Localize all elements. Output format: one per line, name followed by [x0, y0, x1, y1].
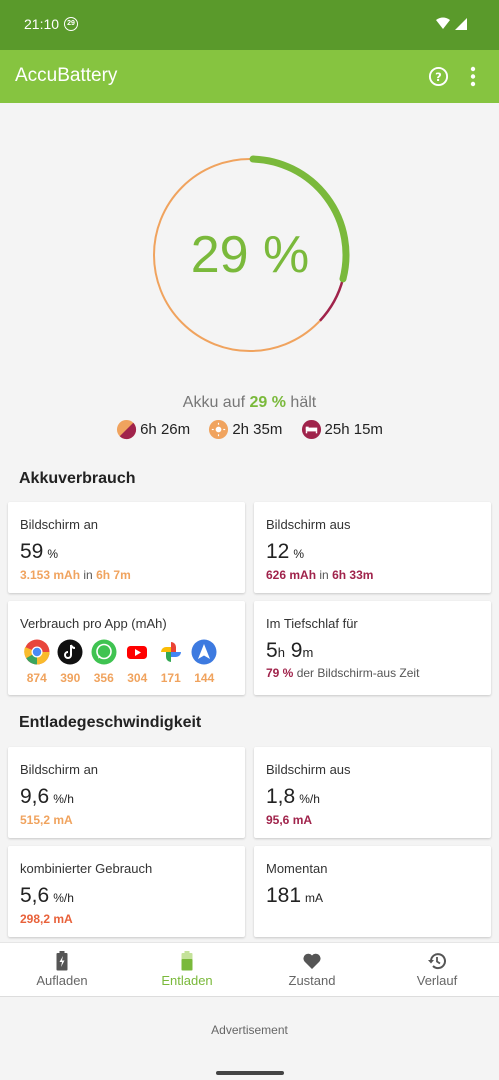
- discharge-section-title: Entladegeschwindigkeit: [19, 714, 202, 731]
- tab-verlauf[interactable]: Verlauf: [375, 943, 499, 997]
- youtube-icon: [127, 646, 148, 659]
- system-icons: [435, 17, 471, 36]
- home-indicator[interactable]: [216, 1071, 284, 1075]
- photos-icon: [160, 642, 181, 662]
- app-bar: AccuBattery ?: [0, 50, 499, 103]
- status-bar: 21:10 29: [0, 0, 499, 50]
- help-circle-icon[interactable]: ?: [428, 66, 449, 92]
- tab-aufladen[interactable]: Aufladen: [0, 943, 124, 997]
- app-usage-item[interactable]: 874: [20, 639, 54, 685]
- charging-icon: [56, 951, 68, 971]
- app-usage-list: 874 390 356 304: [20, 639, 221, 685]
- discharge-combined-card[interactable]: kombinierter Gebrauch 5,6 %/h 298,2 mA: [8, 846, 245, 937]
- sleep-icon: [301, 419, 321, 440]
- ad-label: Advertisement: [211, 1023, 288, 1037]
- history-icon: [428, 953, 446, 970]
- discharge-screen-on-card[interactable]: Bildschirm an 9,6 %/h 515,2 mA: [8, 747, 245, 838]
- battery-hold-text: Akku auf 29 % hält: [182, 394, 317, 411]
- usage-screen-on-card[interactable]: Bildschirm an 59% 3.153 mAh in 6h 7m: [8, 502, 245, 593]
- app-usage-item[interactable]: 304: [121, 639, 155, 685]
- usage-screen-off-card[interactable]: Bildschirm aus 12% 626 mAh in 6h 33m: [254, 502, 491, 593]
- usage-section-title: Akkuverbrauch: [19, 470, 136, 487]
- bottom-navigation: Aufladen Entladen Zustand Verlauf: [0, 942, 499, 996]
- screen-on-icon: [209, 419, 229, 440]
- svg-text:?: ?: [435, 70, 442, 84]
- tab-zustand[interactable]: Zustand: [250, 943, 374, 997]
- ad-banner[interactable]: Advertisement: [0, 996, 499, 1062]
- discharging-icon: [181, 951, 193, 971]
- app-usage-item[interactable]: 390: [54, 639, 88, 685]
- tiktok-icon: [57, 639, 83, 665]
- more-vert-icon[interactable]: [470, 66, 476, 92]
- tab-entladen[interactable]: Entladen: [125, 943, 249, 997]
- deep-sleep-card[interactable]: Im Tiefschlaf für 5h 9m 79 % der Bildsch…: [254, 601, 491, 695]
- app-usage-item[interactable]: 171: [154, 639, 188, 685]
- gauge-level-arc: [249, 155, 350, 283]
- battery-percent: 29 %: [190, 226, 310, 284]
- gauge-deep-arc: [319, 278, 345, 322]
- gauge-ring: [153, 155, 350, 352]
- notification-badge: 29: [64, 17, 78, 31]
- discharge-current-card[interactable]: Momentan 181 mA: [254, 846, 491, 937]
- app-title: AccuBattery: [15, 65, 118, 86]
- estimate-screen-on: 2h 35m: [208, 419, 282, 440]
- chrome-icon: [23, 639, 50, 665]
- estimate-sleep: 25h 15m: [301, 419, 383, 440]
- discharge-screen-off-card[interactable]: Bildschirm aus 1,8 %/h 95,6 mA: [254, 747, 491, 838]
- status-time: 21:10: [24, 16, 60, 32]
- heart-icon: [303, 953, 321, 969]
- navigation-icon: [191, 639, 217, 665]
- mixed-usage-icon: [117, 419, 137, 440]
- app-usage-item[interactable]: 144: [188, 639, 222, 685]
- app-usage-item[interactable]: 356: [87, 639, 121, 685]
- estimate-row: 6h 26m 2h 35m 25h 15m: [0, 419, 499, 443]
- wifi-signal-icon: [436, 17, 467, 30]
- per-app-usage-card[interactable]: Verbrauch pro App (mAh) 874 390: [8, 601, 245, 695]
- hold-value: 29 %: [249, 394, 286, 411]
- whatsapp-icon: [91, 639, 117, 665]
- battery-gauge: 29 %: [0, 103, 499, 393]
- estimate-mixed: 6h 26m: [116, 419, 190, 440]
